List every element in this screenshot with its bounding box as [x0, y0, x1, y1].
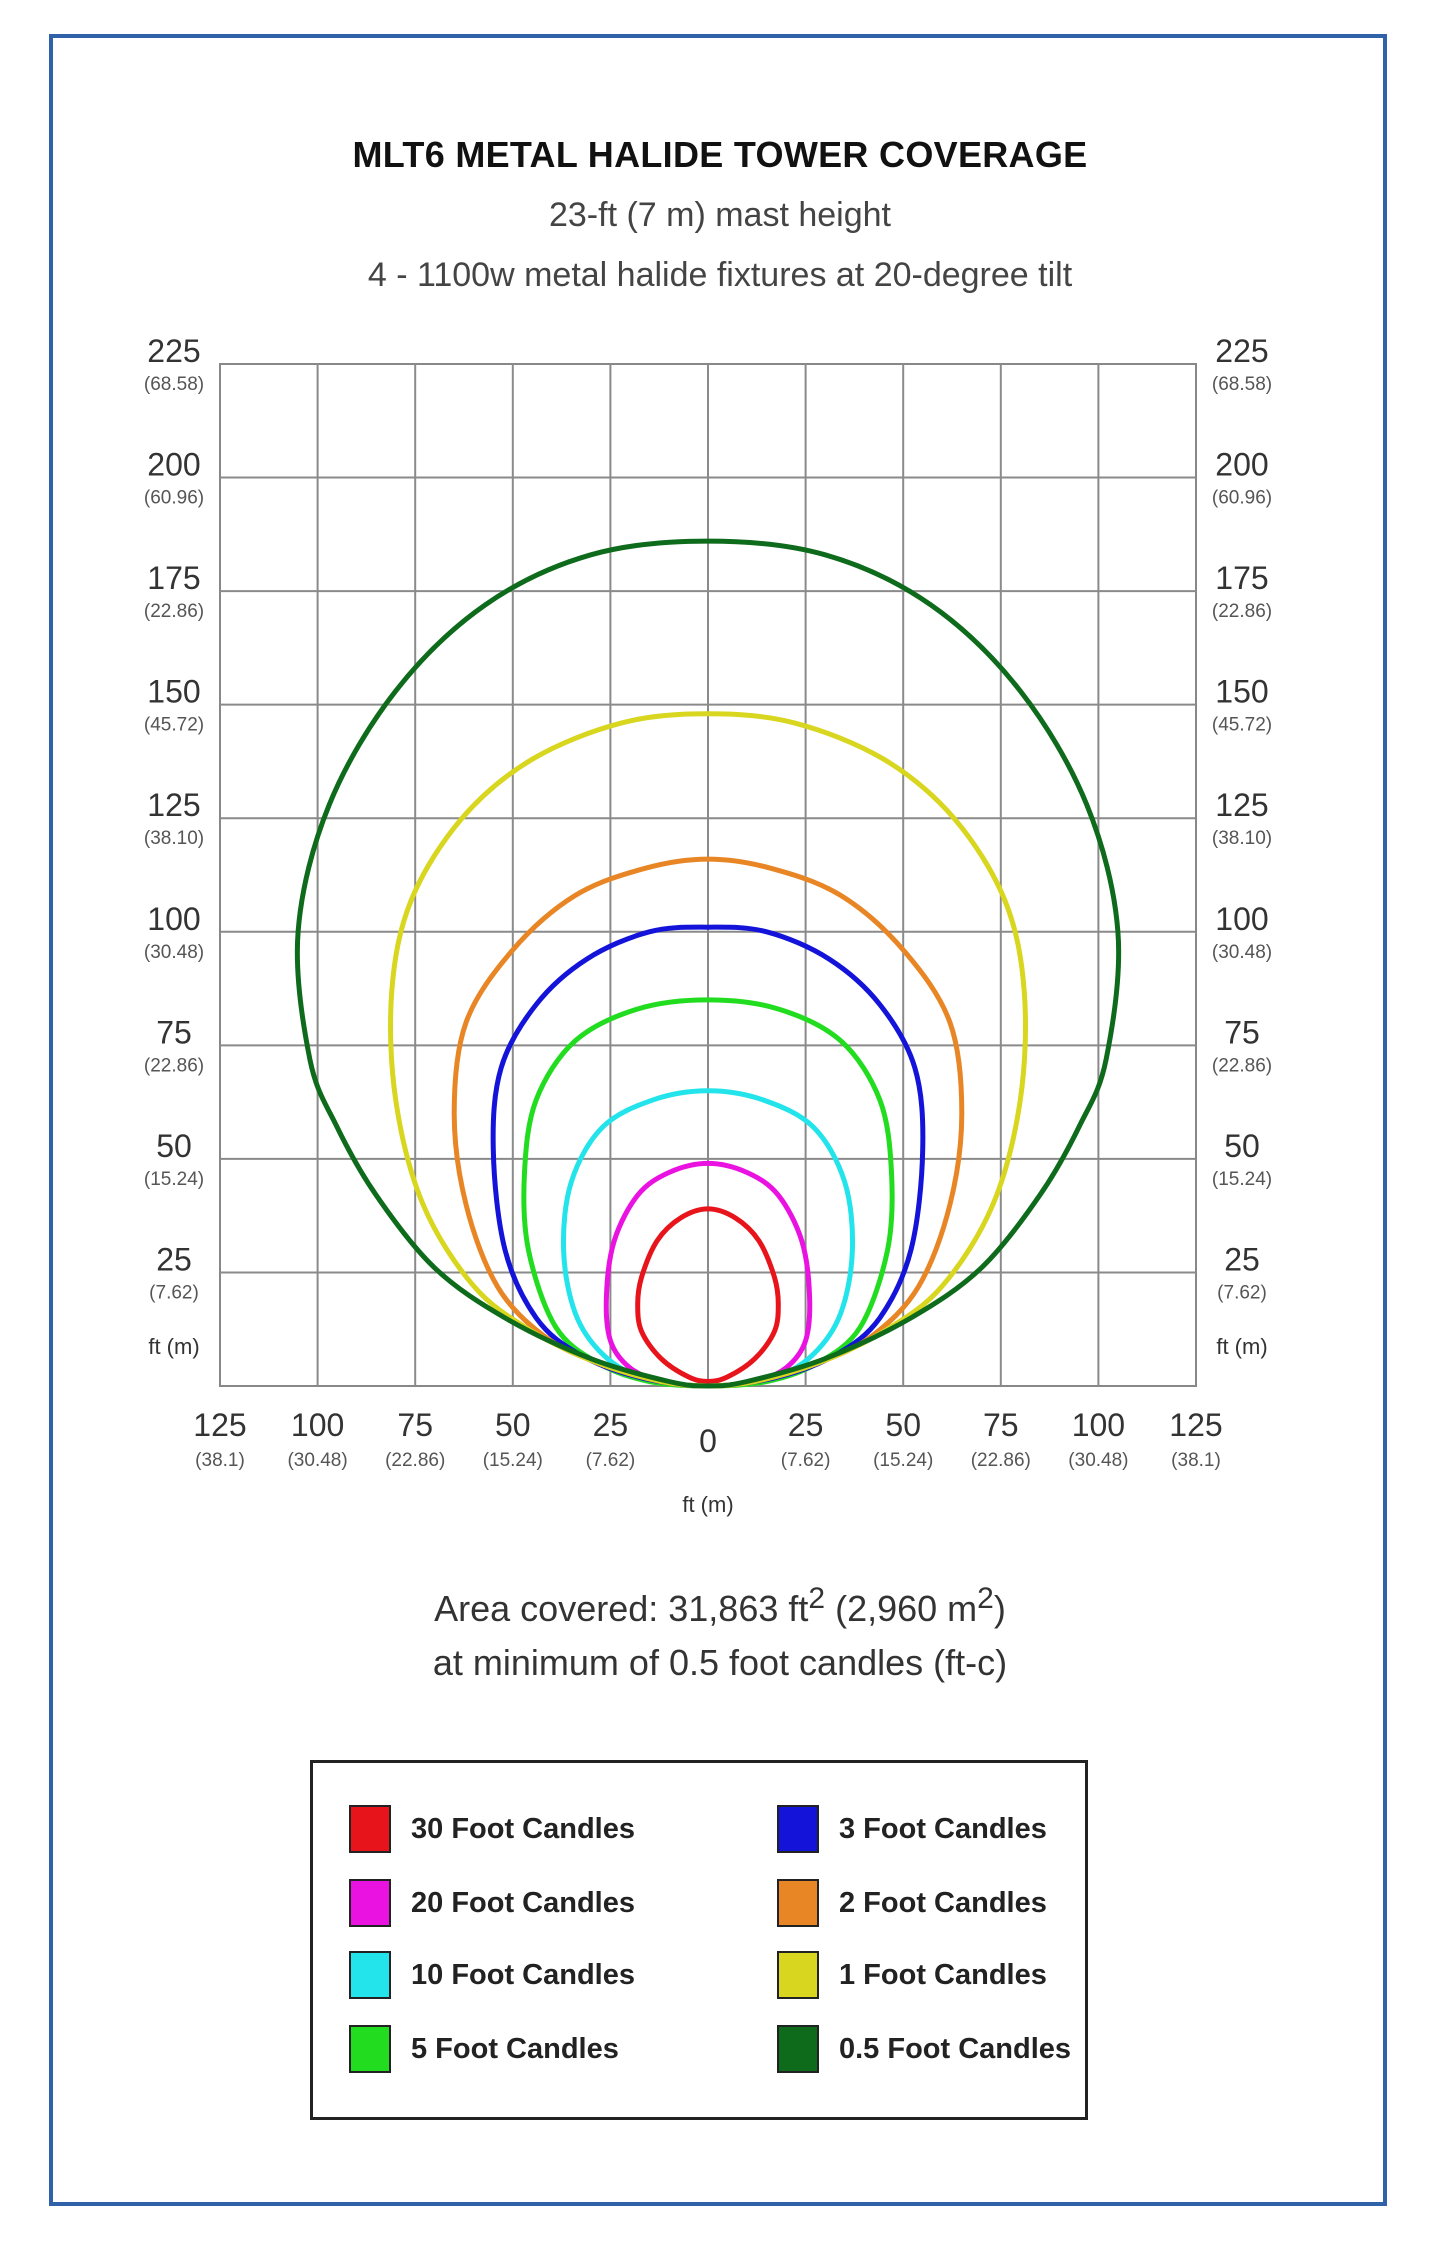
y-tick-right-metric-75: (22.86)	[1212, 1055, 1272, 1076]
x-tick-metric-3: (15.24)	[483, 1450, 543, 1471]
y-tick-left-metric-25: (7.62)	[149, 1282, 199, 1303]
y-tick-left-50: 50	[156, 1128, 192, 1164]
chart-subtitle-mast-height: 23-ft (7 m) mast height	[548, 196, 891, 234]
x-tick-metric-7: (15.24)	[873, 1450, 933, 1471]
legend-swatch-1fc	[777, 1951, 819, 1999]
chart-title: MLT6 METAL HALIDE TOWER COVERAGE	[352, 134, 1088, 175]
x-tick-metric-2: (22.86)	[385, 1450, 445, 1471]
y-tick-right-metric-125: (38.10)	[1212, 828, 1272, 849]
y-tick-left-100: 100	[147, 901, 200, 937]
legend-swatch-30fc	[349, 1805, 391, 1853]
legend-item-05fc: 0.5 Foot Candles	[777, 2025, 1071, 2073]
y-tick-right-225: 225	[1215, 333, 1268, 369]
chart-subtitle-fixtures: 4 - 1100w metal halide fixtures at 20-de…	[367, 256, 1073, 294]
y-tick-right-metric-200: (60.96)	[1212, 488, 1272, 509]
y-tick-right-200: 200	[1215, 447, 1268, 483]
x-tick-7: 50	[885, 1407, 921, 1443]
y-tick-right-125: 125	[1215, 787, 1268, 823]
x-tick-0: 125	[193, 1407, 246, 1443]
legend-label-5fc: 5 Foot Candles	[411, 2032, 619, 2065]
area-ft-superscript: 2	[808, 1582, 826, 1615]
legend-label-2fc: 2 Foot Candles	[839, 1886, 1047, 1919]
y-tick-right-75: 75	[1224, 1014, 1260, 1050]
x-tick-4: 25	[593, 1407, 629, 1443]
y-tick-right-100: 100	[1215, 901, 1268, 937]
x-tick-metric-6: (7.62)	[781, 1450, 831, 1471]
x-tick-9: 100	[1072, 1407, 1125, 1443]
legend-swatch-10fc	[349, 1951, 391, 1999]
area-covered-text: Area covered: 31,863 ft2 (2,960 m2)	[0, 1582, 1440, 1630]
legend-label-1fc: 1 Foot Candles	[839, 1958, 1047, 1991]
x-tick-metric-8: (22.86)	[971, 1450, 1031, 1471]
y-tick-left-225: 225	[147, 333, 200, 369]
x-tick-metric-10: (38.1)	[1171, 1450, 1221, 1471]
x-axis-label: ft (m)	[682, 1492, 733, 1517]
legend-item-1fc: 1 Foot Candles	[777, 1951, 1047, 1999]
y-tick-left-175: 175	[147, 560, 200, 596]
y-unit-label-right: ft (m)	[1216, 1334, 1267, 1359]
y-tick-left-metric-225: (68.58)	[144, 374, 204, 395]
y-tick-left-metric-200: (60.96)	[144, 488, 204, 509]
x-tick-5: 0	[699, 1423, 717, 1459]
y-tick-left-125: 125	[147, 787, 200, 823]
legend-label-30fc: 30 Foot Candles	[411, 1812, 635, 1845]
y-tick-right-150: 150	[1215, 674, 1268, 710]
y-tick-left-200: 200	[147, 447, 200, 483]
legend-item-2fc: 2 Foot Candles	[777, 1879, 1047, 1927]
legend-item-10fc: 10 Foot Candles	[349, 1951, 635, 1999]
legend-swatch-5fc	[349, 2025, 391, 2073]
coverage-chart: 25 (7.62) 25 (7.62) 50 (15.24) 50 (15.24) 75 (22.…	[144, 333, 1272, 1517]
area-covered-middle: (2,960 m	[825, 1588, 978, 1629]
y-tick-right-25: 25	[1224, 1241, 1260, 1277]
y-tick-left-25: 25	[156, 1241, 192, 1277]
contour-30-foot-candles	[635, 1206, 781, 1384]
legend-swatch-2fc	[777, 1879, 819, 1927]
x-tick-3: 50	[495, 1407, 531, 1443]
legend-item-30fc: 30 Foot Candles	[349, 1805, 635, 1853]
legend-label-10fc: 10 Foot Candles	[411, 1958, 635, 1991]
minimum-candles-text: at minimum of 0.5 foot candles (ft-c)	[432, 1642, 1008, 1683]
x-tick-metric-9: (30.48)	[1068, 1450, 1128, 1471]
legend-label-05fc: 0.5 Foot Candles	[839, 2032, 1072, 2065]
y-tick-left-metric-175: (22.86)	[144, 601, 204, 622]
legend-swatch-20fc	[349, 1879, 391, 1927]
y-tick-left-75: 75	[156, 1014, 192, 1050]
y-tick-left-metric-50: (15.24)	[144, 1169, 204, 1190]
x-tick-10: 125	[1169, 1407, 1222, 1443]
y-tick-right-175: 175	[1215, 560, 1268, 596]
y-tick-right-metric-100: (30.48)	[1212, 942, 1272, 963]
area-covered-prefix: Area covered: 31,863 ft	[434, 1588, 809, 1629]
y-tick-left-metric-100: (30.48)	[144, 942, 204, 963]
legend-item-3fc: 3 Foot Candles	[777, 1805, 1047, 1853]
x-tick-metric-1: (30.48)	[287, 1450, 347, 1471]
contour-0-5-foot-candles	[294, 538, 1122, 1389]
y-tick-left-metric-125: (38.10)	[144, 828, 204, 849]
area-covered-suffix: )	[993, 1588, 1006, 1629]
legend-item-20fc: 20 Foot Candles	[349, 1879, 635, 1927]
area-m-superscript: 2	[977, 1582, 994, 1615]
x-tick-1: 100	[291, 1407, 344, 1443]
legend-swatch-3fc	[777, 1805, 819, 1853]
y-tick-right-metric-175: (22.86)	[1212, 601, 1272, 622]
y-tick-right-metric-150: (45.72)	[1212, 715, 1272, 736]
legend-label-3fc: 3 Foot Candles	[839, 1812, 1047, 1845]
y-tick-right-metric-225: (68.58)	[1212, 374, 1272, 395]
y-tick-left-metric-150: (45.72)	[144, 715, 204, 736]
y-unit-label-left: ft (m)	[148, 1334, 199, 1359]
y-tick-right-metric-50: (15.24)	[1212, 1169, 1272, 1190]
legend: 30 Foot Candles 20 Foot Candles 10 Foot …	[310, 1760, 1088, 2120]
x-tick-2: 75	[397, 1407, 433, 1443]
legend-swatch-05fc	[777, 2025, 819, 2073]
x-tick-metric-0: (38.1)	[195, 1450, 245, 1471]
y-tick-left-150: 150	[147, 674, 200, 710]
x-tick-8: 75	[983, 1407, 1019, 1443]
y-tick-left-metric-75: (22.86)	[144, 1055, 204, 1076]
y-tick-right-metric-25: (7.62)	[1217, 1282, 1267, 1303]
legend-label-20fc: 20 Foot Candles	[411, 1886, 635, 1919]
x-tick-6: 25	[788, 1407, 824, 1443]
y-tick-right-50: 50	[1224, 1128, 1260, 1164]
x-tick-metric-4: (7.62)	[586, 1450, 636, 1471]
legend-item-5fc: 5 Foot Candles	[349, 2025, 619, 2073]
